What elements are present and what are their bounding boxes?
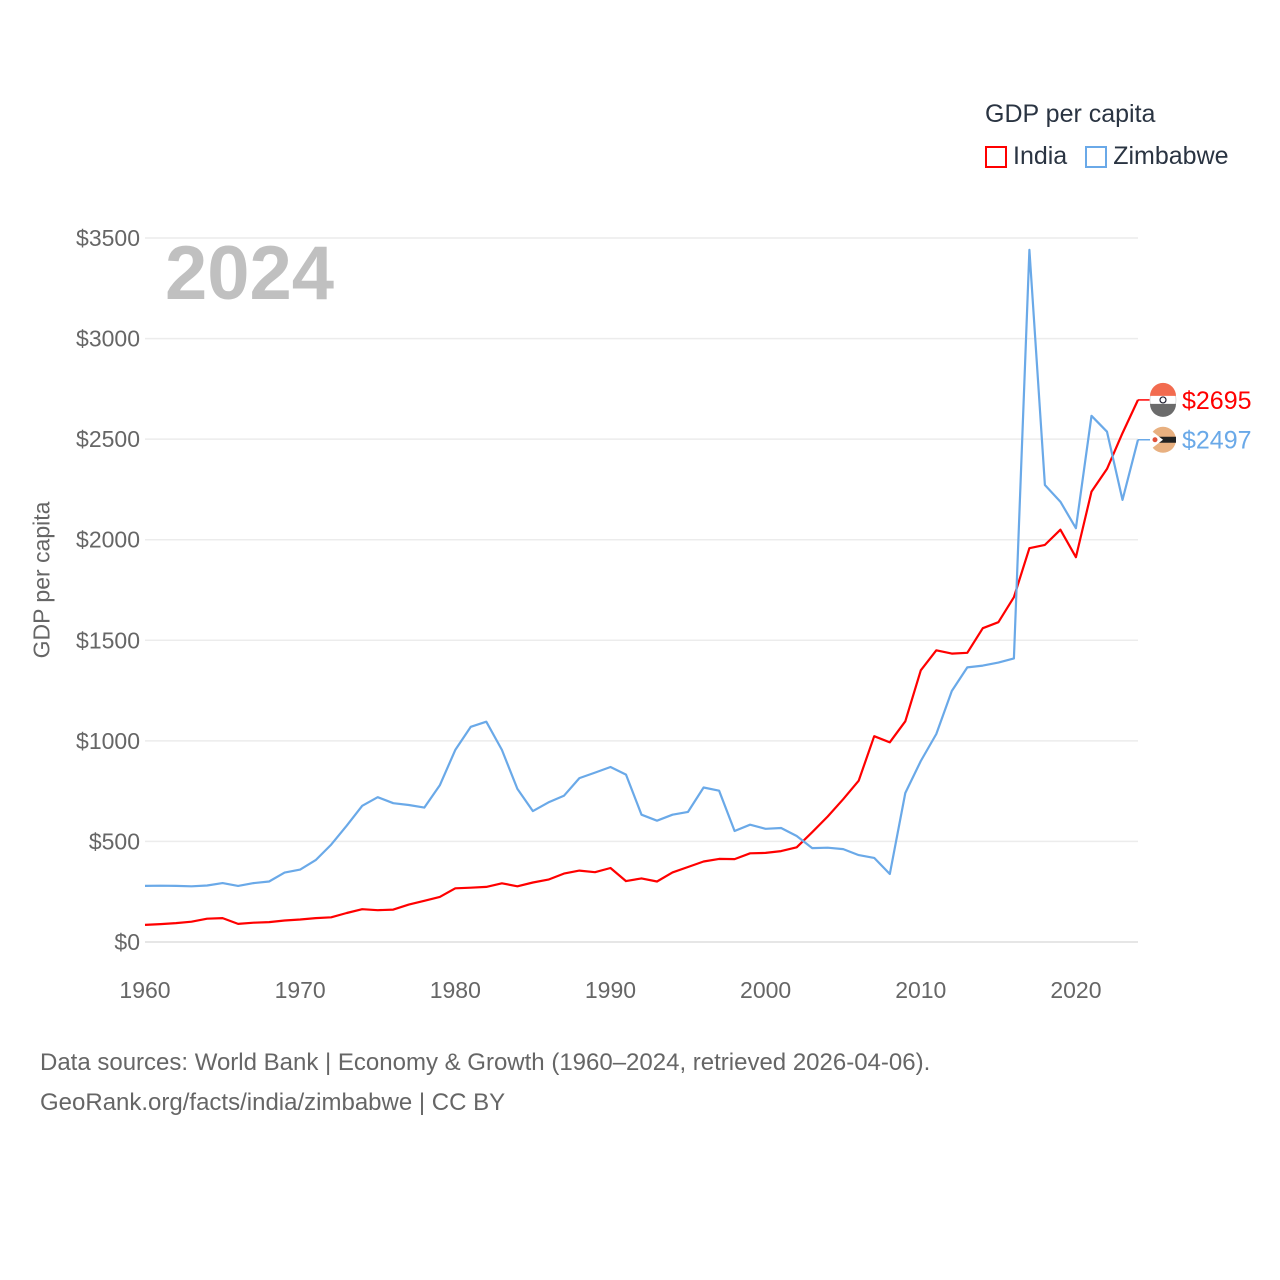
footer: Data sources: World Bank | Economy & Gro… [40, 1043, 930, 1123]
x-tick-label: 2000 [740, 977, 791, 1003]
x-tick-label: 1990 [585, 977, 636, 1003]
y-tick-label: $3000 [76, 326, 140, 352]
y-tick-label: $1500 [76, 627, 140, 653]
end-value-label: $2695 [1182, 387, 1252, 415]
x-tick-label: 1960 [119, 977, 170, 1003]
y-tick-label: $2000 [76, 527, 140, 553]
india-flag-chakra [1159, 396, 1167, 404]
y-tick-label: $1000 [76, 728, 140, 754]
x-tick-label: 2020 [1050, 977, 1101, 1003]
legend-swatch-india [985, 145, 1007, 168]
y-tick-label: $500 [89, 828, 140, 854]
series-line-zimbabwe [144, 248, 1140, 888]
y-tick-label: $0 [114, 929, 140, 955]
legend-label-zimbabwe: Zimbabwe [1113, 142, 1229, 170]
series-line-india [144, 399, 1139, 926]
legend-swatch-zimbabwe [1085, 145, 1108, 168]
x-tick-label: 2010 [895, 977, 946, 1003]
legend-label-india: India [1013, 142, 1068, 170]
footer-link[interactable]: GeoRank.org/facts/india/zimbabwe | CC BY [40, 1089, 506, 1116]
y-tick-label: $2500 [76, 426, 140, 452]
y-axis-label: GDP per capita [28, 501, 55, 659]
india-flag-green [1150, 403, 1176, 417]
legend-title: GDP per capita [985, 100, 1156, 128]
legend-item-zimbabwe[interactable]: Zimbabwe [1085, 142, 1229, 171]
year-label: 2024 [165, 231, 335, 316]
india-flag-saffron [1150, 382, 1176, 396]
x-tick-label: 1970 [275, 977, 326, 1003]
legend-item-india[interactable]: India [985, 142, 1067, 171]
end-value-label: $2497 [1182, 427, 1252, 455]
zimbabwe-flag-star [1152, 437, 1158, 443]
footer-sources: Data sources: World Bank | Economy & Gro… [40, 1049, 931, 1076]
legend: India Zimbabwe [985, 142, 1229, 171]
x-tick-label: 1980 [430, 977, 481, 1003]
y-tick-label: $3500 [76, 225, 140, 251]
